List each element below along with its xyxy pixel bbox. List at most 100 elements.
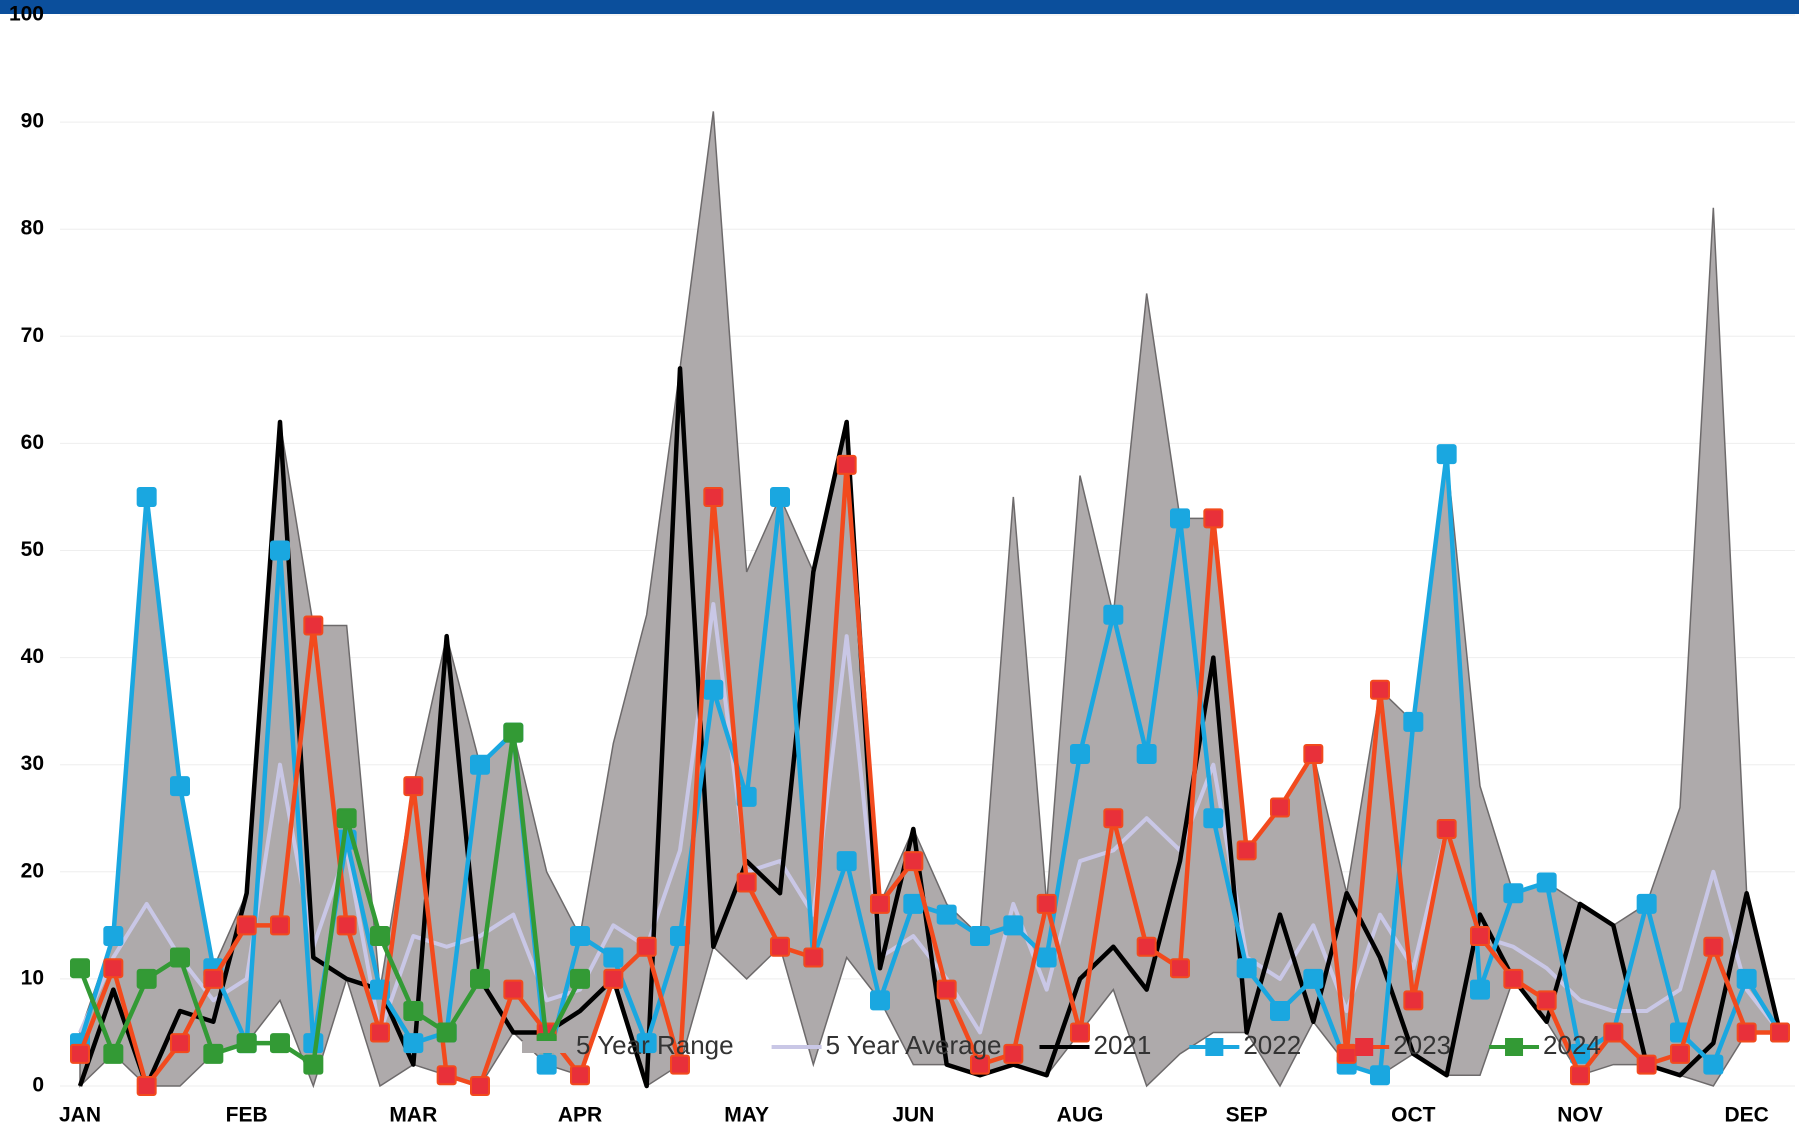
marker (803, 947, 824, 968)
marker (870, 990, 890, 1011)
marker (1270, 797, 1290, 818)
legend-label: 5 Year Average (826, 1030, 1002, 1060)
marker (1070, 1022, 1090, 1043)
marker (270, 915, 290, 936)
marker (570, 1065, 590, 1086)
marker (336, 915, 357, 936)
marker (1103, 604, 1124, 625)
marker (1136, 743, 1157, 764)
marker (170, 1033, 190, 1054)
marker (103, 958, 124, 979)
marker (1503, 968, 1524, 989)
marker (1470, 926, 1490, 947)
marker (1236, 840, 1257, 861)
marker (470, 1076, 490, 1096)
legend-marker (1505, 1038, 1524, 1056)
marker (436, 1022, 457, 1043)
marker (1003, 1043, 1024, 1064)
marker (170, 947, 190, 968)
marker (1103, 808, 1124, 829)
marker (903, 893, 924, 914)
marker (1536, 990, 1557, 1011)
legend-label: 5 Year Range (576, 1030, 734, 1060)
legend-label: 2021 (1094, 1030, 1152, 1060)
marker (370, 1022, 390, 1043)
x-tick-label: SEP (1226, 1104, 1268, 1127)
marker (636, 1033, 657, 1054)
legend-marker (1355, 1038, 1374, 1056)
x-tick-label: JAN (59, 1104, 101, 1127)
marker (636, 936, 657, 957)
marker (570, 926, 590, 947)
marker (236, 1033, 257, 1054)
marker (603, 968, 624, 989)
marker (270, 540, 290, 561)
y-tick-label: 0 (32, 1074, 44, 1097)
marker (1270, 1001, 1290, 1022)
legend-marker (1205, 1038, 1224, 1056)
marker (70, 958, 90, 979)
marker (770, 936, 790, 957)
marker (1203, 508, 1224, 529)
marker (1203, 808, 1224, 829)
marker (1036, 893, 1057, 914)
marker (303, 615, 324, 636)
marker (1670, 1043, 1690, 1064)
marker (1470, 979, 1490, 1000)
x-tick-label: FEB (226, 1104, 268, 1127)
marker (970, 926, 990, 947)
marker (303, 1054, 324, 1075)
marker (336, 808, 357, 829)
marker (1736, 1022, 1757, 1043)
marker (536, 1054, 557, 1075)
marker (836, 851, 857, 872)
marker (703, 679, 724, 700)
x-tick-label: OCT (1391, 1104, 1436, 1127)
marker (1403, 711, 1424, 732)
y-tick-label: 50 (21, 538, 44, 561)
series-line (77, 462, 1780, 1089)
marker (1170, 958, 1190, 979)
marker (370, 926, 390, 947)
marker (236, 915, 257, 936)
marker (1136, 936, 1157, 957)
marker (770, 486, 790, 507)
marker (836, 454, 857, 475)
y-tick-label: 20 (21, 859, 44, 882)
series-line (77, 451, 1782, 1078)
marker (1036, 947, 1057, 968)
marker (1070, 743, 1090, 764)
marker (1236, 958, 1257, 979)
y-tick-label: 60 (21, 431, 44, 454)
marker (1536, 872, 1557, 893)
x-tick-label: JUN (892, 1104, 934, 1127)
marker (736, 872, 757, 893)
marker (1170, 508, 1190, 529)
marker (1703, 936, 1724, 957)
legend-label: 2024 (1543, 1030, 1601, 1060)
marker (403, 1033, 424, 1054)
marker (670, 1054, 690, 1075)
header-bar (0, 0, 1799, 14)
marker (1303, 743, 1324, 764)
marker (203, 968, 224, 989)
marker (1303, 968, 1324, 989)
marker (503, 722, 524, 743)
marker (436, 1065, 457, 1086)
marker (870, 893, 890, 914)
marker (970, 1054, 990, 1075)
marker (1436, 818, 1457, 839)
marker (1436, 444, 1457, 465)
marker (103, 1043, 124, 1064)
x-tick-label: MAY (724, 1104, 769, 1127)
series-line (77, 730, 582, 1067)
marker (1703, 1054, 1724, 1075)
marker (470, 754, 490, 775)
x-tick-label: AUG (1057, 1104, 1104, 1127)
marker (403, 1001, 424, 1022)
x-tick-label: NOV (1557, 1104, 1603, 1127)
x-tick-label: MAR (389, 1104, 437, 1127)
legend-label: 2022 (1243, 1030, 1301, 1060)
marker (1636, 893, 1657, 914)
